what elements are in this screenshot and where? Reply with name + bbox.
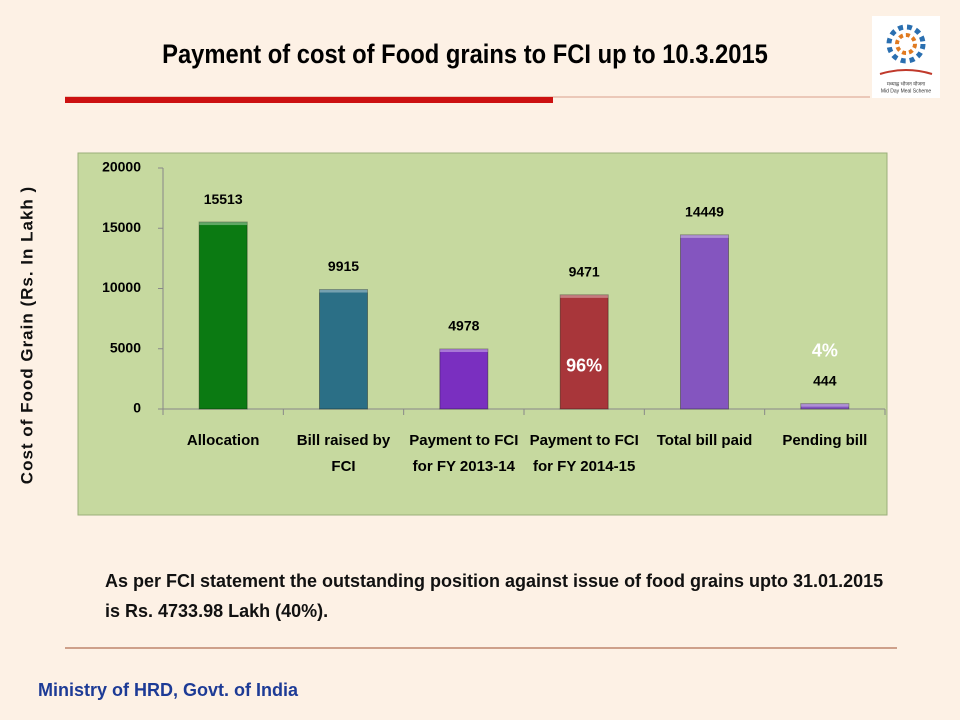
y-tick-label: 0 [133,400,141,416]
logo-caption: Mid Day Meal Scheme [881,88,932,94]
bar [800,403,850,410]
value-label: 9915 [328,258,359,274]
bar [680,234,729,410]
footer: Ministry of HRD, Govt. of India [38,680,298,700]
x-tick-label: Allocation [186,432,260,449]
bar-highlight [800,403,849,407]
bar-highlight [319,289,368,293]
value-label: 14449 [685,204,724,220]
logo-ring [886,24,926,64]
x-tick-label: Payment to FCI for FY 2014-15 [529,432,639,475]
x-tick-label: Payment to FCI for FY 2013-14 [409,432,519,475]
y-axis-label: Cost of Food Grain (Rs. In Lakh ) [17,186,36,484]
annotation: 4% [812,340,838,360]
value-label: 444 [813,372,837,388]
title-bar [65,97,553,103]
logo-box [872,16,940,98]
logo-ring [895,33,917,55]
note: As per FCI statement the outstanding pos… [105,571,884,621]
x-tick-label: Total bill paid [656,432,753,449]
bar-highlight [199,222,248,226]
logo: मध्याह्न भोजन योजना Mid Day Meal Scheme [872,16,940,98]
annotation: 96% [566,356,602,376]
bar [439,348,489,410]
y-tick-label: 20000 [102,159,141,175]
x-tick-label: Bill raised by FCI [296,432,391,475]
x-tick-label: Pending bill [782,432,868,449]
y-tick-label: 5000 [110,339,141,355]
bar [319,289,368,410]
y-tick-label: 10000 [102,279,141,295]
value-label: 4978 [448,318,479,334]
logo-hindi: मध्याह्न भोजन योजना [887,80,926,87]
value-label: 15513 [204,191,243,207]
bar-highlight [560,294,609,298]
y-tick-label: 15000 [102,219,141,235]
bar [198,221,248,410]
logo-book [879,69,933,75]
bar [559,294,609,410]
chart-title: Payment of cost of Food grains to FCI up… [162,40,768,70]
value-label: 9471 [569,264,600,280]
bar-highlight [680,234,729,238]
bar-highlight [439,349,488,353]
